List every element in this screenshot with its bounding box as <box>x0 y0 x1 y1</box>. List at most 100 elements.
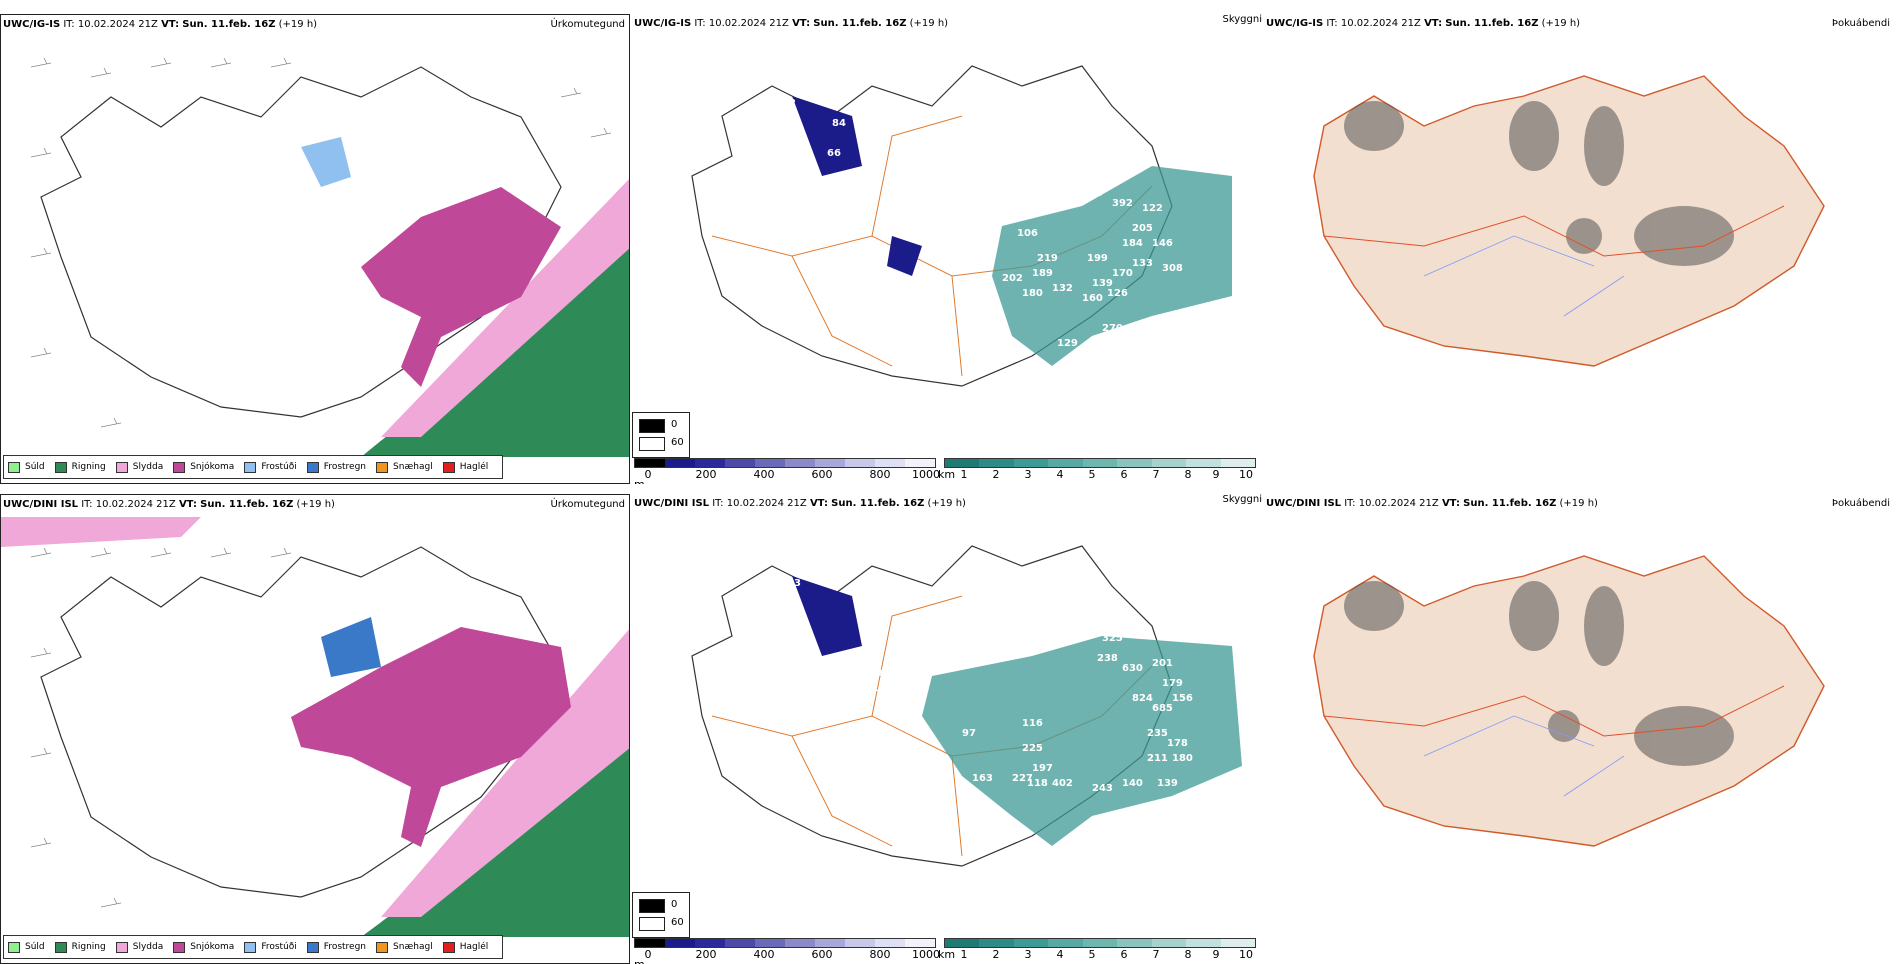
tick-label: 9 <box>1212 468 1220 481</box>
visibility-value-label: 685 <box>1152 703 1173 714</box>
frost-drizzle-patch <box>301 137 351 187</box>
legend-item: Snæhagl <box>376 941 433 953</box>
legend-swatch <box>442 941 455 953</box>
iceland-outline <box>1313 555 1825 847</box>
tick-label: 200 <box>695 468 717 481</box>
wind-barbs <box>30 57 612 428</box>
tick-label: 6 <box>1120 468 1128 481</box>
visibility-value-label: 139 <box>1157 778 1178 789</box>
visibility-value-label: 66 <box>827 148 841 159</box>
visibility-value-label: 225 <box>1022 743 1043 754</box>
fog-legend-light <box>639 437 665 451</box>
visibility-value-label: 294 <box>1082 618 1103 629</box>
legend-swatch <box>244 941 257 953</box>
tick-label: 0 <box>644 468 652 481</box>
visibility-value-label: 205 <box>1132 223 1153 234</box>
visibility-value-label: 179 <box>1162 678 1183 689</box>
visibility-value-label: 126 <box>1107 288 1128 299</box>
colorbar-unit: km <box>938 468 956 481</box>
frost-rain-patch <box>321 617 381 677</box>
fog-panel-top: UWC/IG-IS IT: 10.02.2024 21Z VT: Sun. 11… <box>1264 14 1894 484</box>
legend-item: Frostregn <box>306 461 366 473</box>
visibility-value-label: 122 <box>1142 203 1163 214</box>
legend-item: Súld <box>8 941 45 953</box>
legend-swatch <box>8 461 20 473</box>
panel-header: UWC/DINI ISL IT: 10.02.2024 21Z VT: Sun.… <box>634 498 966 509</box>
tick-label: 1000 <box>912 468 940 481</box>
roads <box>1323 205 1785 257</box>
visibility-value-label: 184 <box>1122 238 1143 249</box>
visibility-value-label: 824 <box>1132 693 1153 704</box>
field-name: Skyggni <box>1222 14 1262 25</box>
fog-legend-label: 60 <box>671 437 684 448</box>
visibility-value-label: 178 <box>1167 738 1188 749</box>
precip-legend: Súld Rigning Slydda Snjókoma Frostúði Fr… <box>3 455 504 479</box>
fog-legend-dark <box>639 899 665 913</box>
fog-map <box>1313 555 1825 847</box>
visibility-value-label: 392 <box>1112 198 1133 209</box>
visibility-value-label: 189 <box>1032 268 1053 279</box>
visibility-value-label: 143 <box>1072 848 1093 859</box>
legend-swatch <box>376 941 389 953</box>
visibility-value-label: 308 <box>1162 263 1183 274</box>
legend-swatch <box>306 461 319 473</box>
visibility-value-label: 243 <box>1092 783 1113 794</box>
roads <box>1323 685 1785 737</box>
field-name: Skyggni <box>1222 494 1262 505</box>
visibility-value-label: 248 <box>1092 828 1113 839</box>
fog-shading <box>1344 581 1734 766</box>
colorbar-km <box>944 938 1256 948</box>
tick-label: 1 <box>960 468 968 481</box>
visibility-value-label: 156 <box>1172 693 1193 704</box>
visibility-value-label: 211 <box>1147 753 1168 764</box>
legend-swatch <box>173 941 186 953</box>
legend-item: Haglél <box>442 941 488 953</box>
visibility-value-label: 69 <box>807 663 821 674</box>
visibility-value-label: 219 <box>1037 253 1058 264</box>
tick-label: 4 <box>1056 468 1064 481</box>
visibility-value-label: 109 <box>862 668 883 679</box>
panel-header: UWC/IG-IS IT: 10.02.2024 21Z VT: Sun. 11… <box>634 18 949 29</box>
legend-swatch <box>8 941 20 953</box>
visibility-value-label: 132 <box>1052 283 1073 294</box>
low-visibility-patch <box>792 96 862 176</box>
precip-type-panel-top: UWC/IG-IS IT: 10.02.2024 21Z VT: Sun. 11… <box>0 14 630 484</box>
field-name: Úrkomutegund <box>550 499 625 510</box>
visibility-value-label: 227 <box>1012 773 1033 784</box>
legend-item: Rigning <box>54 461 106 473</box>
snow-region <box>361 187 561 387</box>
visibility-value-label: 74 <box>952 258 966 269</box>
visibility-value-label: 149 <box>1092 163 1113 174</box>
visibility-map: 62 84 66 55 63 93 19 76 2 193 149 333 392 122 205 184 14… <box>691 65 1232 387</box>
legend-item: Frostregn <box>306 941 366 953</box>
fog-legend-label: 60 <box>671 917 684 928</box>
visibility-colorbar: m 0 200 400 600 800 1000 km 1 2 3 4 5 6 … <box>634 938 1262 964</box>
visibility-value-label: 97 <box>962 728 976 739</box>
tick-label: 8 <box>1184 468 1192 481</box>
panel-header: UWC/IG-IS IT: 10.02.2024 21Z VT: Sun. 11… <box>3 19 318 30</box>
visibility-colorbar: m 0 200 400 600 800 1000 km 1 2 3 4 5 6 … <box>634 458 1262 484</box>
visibility-value-label: 106 <box>1017 228 1038 239</box>
legend-swatch <box>54 461 67 473</box>
low-visibility-patch <box>792 576 862 656</box>
visibility-value-label: 77 <box>842 658 856 669</box>
tick-label: 7 <box>1152 468 1160 481</box>
visibility-value-label: 149 <box>872 683 893 694</box>
visibility-value-label: 133 <box>1132 258 1153 269</box>
field-name: Úrkomutegund <box>550 19 625 30</box>
tick-label: 5 <box>1088 468 1096 481</box>
tick-label: 10 <box>1239 468 1253 481</box>
visibility-value-label: 270 <box>1102 323 1123 334</box>
fog-panel-bottom: UWC/DINI ISL IT: 10.02.2024 21Z VT: Sun.… <box>1264 494 1894 964</box>
legend-item: Snjókoma <box>173 941 234 953</box>
visibility-value-label: 160 <box>1082 293 1103 304</box>
visibility-value-label: 180 <box>1022 288 1043 299</box>
tick-label: 600 <box>811 468 833 481</box>
visibility-value-label: 84 <box>832 118 846 129</box>
legend-item: Rigning <box>54 941 106 953</box>
visibility-value-label: 76 <box>932 138 946 149</box>
field-name: Þokuábendi <box>1831 498 1890 509</box>
sleet-region <box>381 179 629 437</box>
visibility-value-label: 103 <box>877 748 898 759</box>
panel-header: UWC/IG-IS IT: 10.02.2024 21Z VT: Sun. 11… <box>1266 18 1581 29</box>
